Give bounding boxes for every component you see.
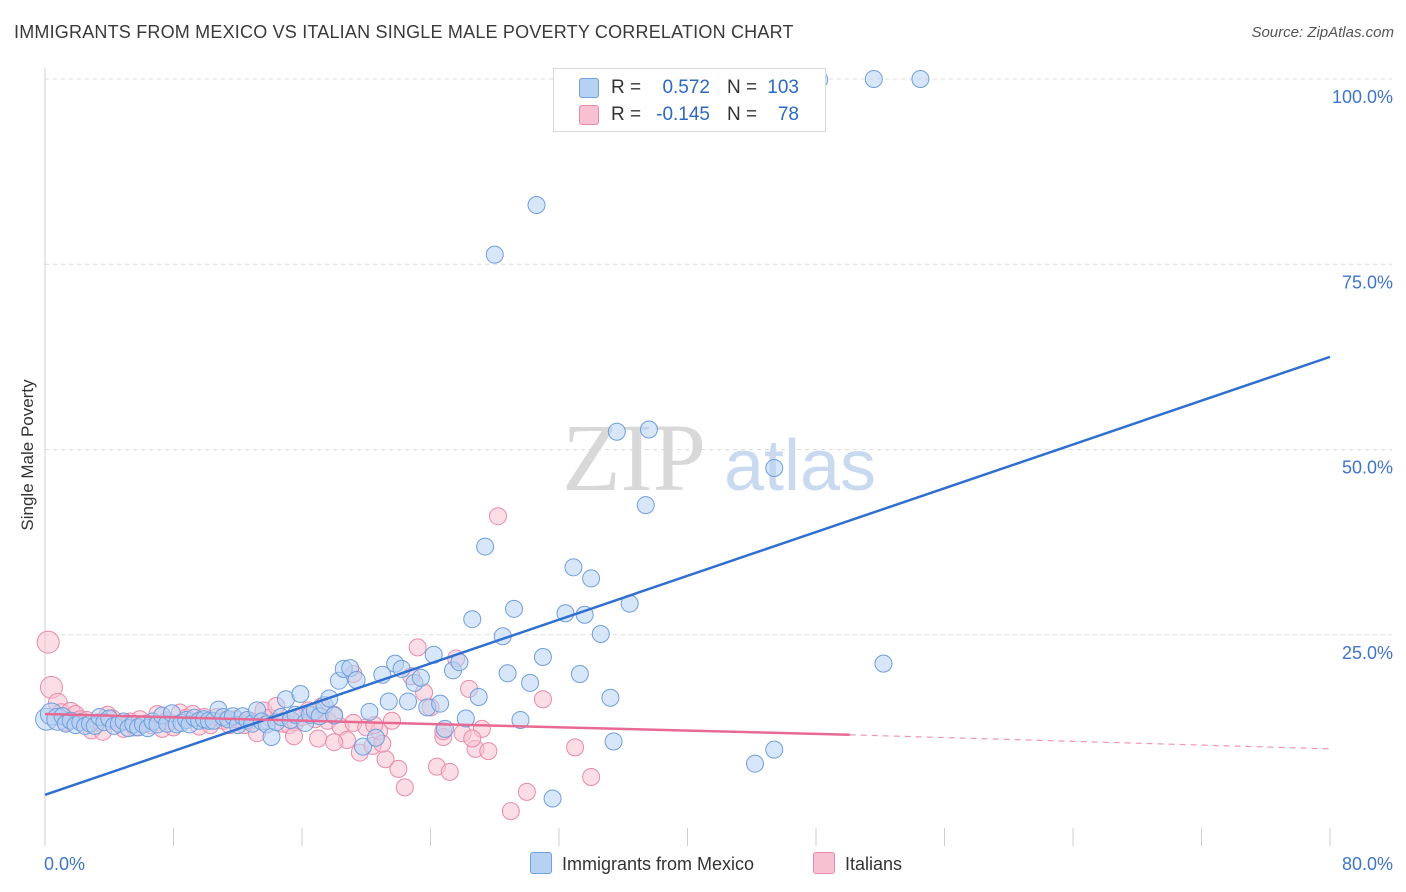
point-mexico (360, 702, 379, 721)
trend-lines (44, 355, 1331, 796)
point-mexico (636, 496, 655, 515)
point-italians (36, 630, 60, 654)
point-mexico (604, 732, 623, 751)
point-mexico (521, 673, 540, 692)
point-italians (408, 638, 427, 657)
point-italians (517, 782, 536, 801)
point-mexico (639, 420, 658, 439)
watermark-atlas: atlas (724, 426, 876, 506)
point-mexico (874, 654, 893, 673)
point-mexico (435, 719, 454, 738)
bottom-legend-mexico: Immigrants from Mexico (530, 852, 754, 875)
point-mexico (582, 569, 601, 588)
trend-line-mexico (44, 355, 1331, 796)
point-mexico (354, 737, 373, 756)
point-mexico (366, 728, 385, 747)
legend-swatch-blue (579, 78, 599, 98)
legend-n-value: 78 (777, 104, 799, 125)
point-italians (488, 507, 507, 526)
point-mexico (543, 789, 562, 808)
point-italians (533, 690, 552, 709)
x-tick-label: 80.0% (1342, 854, 1393, 874)
point-italians (309, 729, 328, 748)
y-tick-label: 75.0% (1342, 272, 1393, 292)
point-italians (463, 729, 482, 748)
y-tick-label: 50.0% (1342, 458, 1393, 478)
y-tick-label: 25.0% (1342, 643, 1393, 663)
watermark-zip: ZIP (562, 404, 706, 511)
point-italians (479, 742, 498, 761)
point-mexico (533, 647, 552, 666)
point-italians (382, 711, 401, 730)
legend-swatch-pink (579, 105, 599, 125)
point-italians (325, 733, 344, 752)
legend-r-value: -0.145 (656, 104, 710, 125)
legend-n-value: 103 (767, 77, 799, 98)
y-tick-label: 100.0% (1332, 87, 1393, 107)
bottom-legend-label-mexico: Immigrants from Mexico (562, 854, 755, 874)
point-mexico (325, 706, 344, 725)
watermark: ZIP atlas (562, 404, 876, 511)
x-tick-label: 0.0% (44, 854, 85, 874)
gridlines (45, 78, 1392, 636)
legend-n-label: N = (727, 77, 758, 98)
point-mexico (864, 70, 883, 88)
point-mexico (601, 688, 620, 707)
legend-r-label: R = (611, 77, 642, 98)
point-mexico (607, 422, 626, 441)
point-mexico (469, 687, 488, 706)
trend-line-italians (44, 712, 850, 737)
point-mexico (765, 740, 784, 759)
stats-legend: R = 0.572 N = 103 R = -0.145 N = 78 (553, 68, 826, 132)
point-mexico (745, 754, 764, 773)
legend-row-mexico: R = 0.572 N = 103 (554, 74, 825, 100)
point-mexico (476, 537, 495, 556)
point-italians (395, 778, 414, 797)
tick-labels: 25.0% 50.0% 75.0% 100.0% 0.0% 80.0% (44, 87, 1393, 874)
point-italians (440, 762, 459, 781)
point-mexico (765, 459, 784, 478)
point-mexico (591, 625, 610, 644)
point-mexico (291, 685, 310, 704)
point-mexico (463, 610, 482, 629)
point-mexico (911, 70, 930, 88)
point-mexico (505, 599, 524, 618)
legend-r-label: R = (611, 104, 642, 125)
point-mexico (411, 668, 430, 687)
point-italians (582, 768, 601, 787)
point-mexico (379, 692, 398, 711)
point-italians (389, 759, 408, 778)
series-italians (36, 507, 601, 821)
point-mexico (564, 558, 583, 577)
point-mexico (456, 709, 475, 728)
point-mexico (498, 664, 517, 683)
chart-title: IMMIGRANTS FROM MEXICO VS ITALIAN SINGLE… (14, 22, 794, 42)
bottom-legend-label-italians: Italians (845, 854, 903, 874)
legend-r-value: 0.572 (662, 77, 710, 98)
point-mexico (485, 245, 504, 264)
point-mexico (431, 694, 450, 713)
bottom-legend-swatch-pink (813, 852, 835, 874)
bottom-legend-italians: Italians (813, 852, 902, 875)
point-mexico (399, 692, 418, 711)
point-mexico (527, 195, 546, 214)
point-mexico (570, 665, 589, 684)
point-italians (284, 727, 303, 746)
bottom-legend-swatch-blue (530, 852, 552, 874)
chart-source: Source: ZipAtlas.com (1251, 24, 1394, 41)
point-mexico (511, 710, 530, 729)
point-italians (501, 802, 520, 821)
point-italians (566, 738, 585, 757)
legend-row-italians: R = -0.145 N = 78 (554, 101, 825, 127)
legend-n-label: N = (727, 104, 758, 125)
trend-line-italians-extrapolated (849, 734, 1331, 750)
